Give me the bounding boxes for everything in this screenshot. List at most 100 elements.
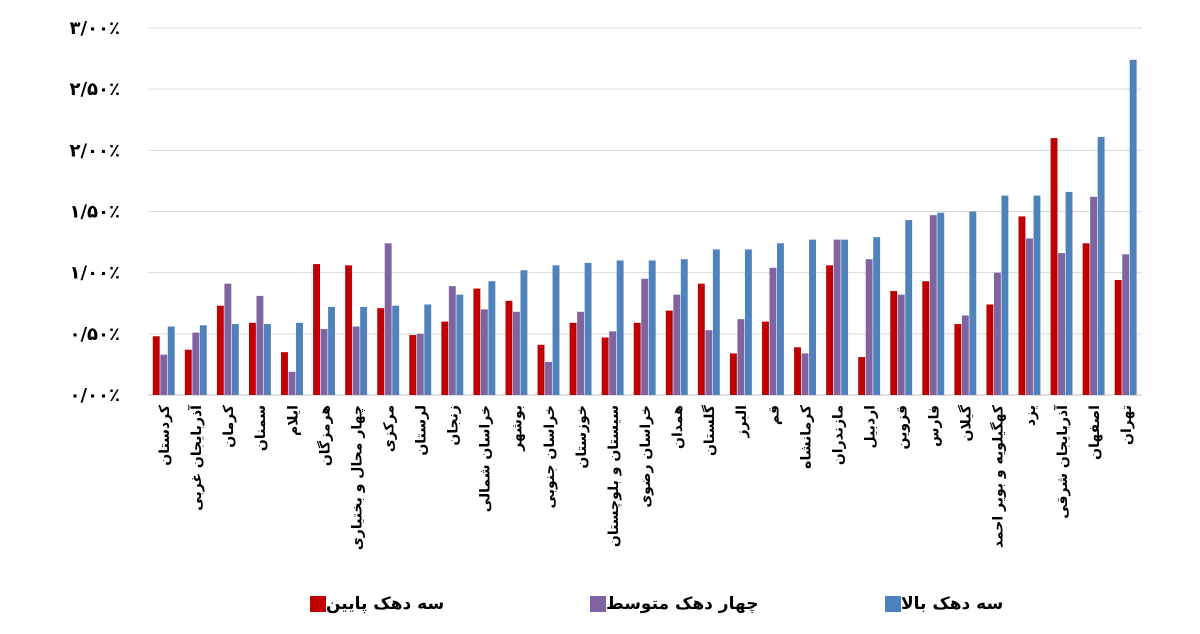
bar <box>905 220 913 395</box>
bar <box>1065 191 1073 395</box>
bars <box>152 59 1137 396</box>
x-category-label: همدان <box>670 405 686 449</box>
x-category-label: کرمانشاه <box>798 404 814 469</box>
bar <box>769 267 777 395</box>
x-category-label: فارس <box>927 405 943 447</box>
x-category-label: ایلام <box>285 405 301 436</box>
bar <box>809 239 816 395</box>
x-axis-categories: کردستان آذربایجان غربی کرمان سمنان ایلام هرمز… <box>157 404 1135 550</box>
bar <box>697 283 705 395</box>
bar <box>392 305 400 395</box>
bar <box>1082 243 1090 395</box>
bar <box>231 324 239 395</box>
bar <box>263 324 271 395</box>
y-tick-label: ۰/۵۰٪ <box>69 324 120 345</box>
bar <box>961 315 969 395</box>
x-category-label: کرمان <box>221 404 237 448</box>
bar <box>1114 280 1122 395</box>
bar <box>360 306 368 395</box>
bar <box>1001 195 1009 395</box>
bar <box>993 272 1001 395</box>
bar <box>1097 136 1105 396</box>
legend-item-mid: چهار دهک متوسط <box>580 592 758 616</box>
bar <box>1050 138 1058 395</box>
x-category-label: کردستان <box>157 404 173 466</box>
bar <box>841 239 849 395</box>
bar <box>777 243 784 395</box>
x-category-label: چهار محال و بختیاری <box>349 405 365 550</box>
bar <box>160 354 168 395</box>
bar <box>545 361 552 395</box>
x-category-label: بوشهر <box>510 405 526 452</box>
y-axis-ticks: ۰/۰۰٪ ۰/۵۰٪ ۱/۰۰٪ ۱/۵۰٪ ۲/۰۰٪ ۲/۵۰٪ ۳/۰۰٪ <box>69 18 120 406</box>
bar <box>456 294 464 395</box>
bar <box>199 325 207 395</box>
x-category-label: قزوین <box>895 405 911 449</box>
bar <box>762 321 769 395</box>
bar <box>345 265 353 395</box>
y-tick-label: ۰/۰۰٪ <box>69 385 120 406</box>
bar <box>601 337 609 395</box>
x-category-label: زنجان <box>446 405 462 446</box>
bar <box>937 212 945 395</box>
bar <box>801 353 809 395</box>
bar <box>328 306 336 395</box>
bar <box>448 286 456 395</box>
bar <box>216 305 224 395</box>
bar <box>833 239 841 395</box>
legend-label-mid: چهار دهک متوسط <box>606 594 759 614</box>
bar <box>865 259 873 395</box>
bar <box>352 326 360 395</box>
legend-label-low: سه دهک پایین <box>326 594 445 614</box>
x-category-label: سیستان و بلوچستان <box>606 405 622 547</box>
x-category-label: خراسان جنوبی <box>542 405 558 508</box>
bar <box>616 260 624 395</box>
bar <box>648 260 656 395</box>
y-tick-label: ۲/۰۰٪ <box>69 140 120 161</box>
bar <box>729 353 737 395</box>
bar <box>377 308 385 395</box>
bar <box>584 262 592 395</box>
x-category-label: اردبیل <box>862 405 878 449</box>
bar <box>184 349 192 395</box>
bar <box>890 291 898 395</box>
y-tick-label: ۳/۰۰٪ <box>69 18 120 39</box>
bar <box>873 237 881 395</box>
x-category-label: خراسان رضوی <box>638 405 654 508</box>
bar <box>673 294 681 395</box>
bar <box>1122 254 1130 395</box>
bar <box>712 249 720 395</box>
bar <box>737 319 745 395</box>
bar <box>969 211 977 395</box>
legend-item-high: سه دهک بالا <box>875 592 1003 616</box>
bar <box>224 283 232 395</box>
x-category-label: مازندران <box>830 405 846 465</box>
bar <box>609 331 617 395</box>
bar <box>1058 253 1065 395</box>
bar <box>480 309 488 395</box>
x-category-label: هرمزگان <box>316 405 333 466</box>
bar <box>441 321 449 395</box>
bar <box>537 344 545 395</box>
x-category-label: سمنان <box>253 405 269 451</box>
bar <box>256 295 264 395</box>
x-category-label: البرز <box>734 405 750 439</box>
bar <box>929 215 937 395</box>
bar <box>954 324 962 395</box>
bar <box>512 311 520 395</box>
bar <box>473 288 481 395</box>
y-tick-label: ۱/۵۰٪ <box>69 202 120 223</box>
bar <box>680 259 688 395</box>
bar <box>520 270 528 395</box>
legend-item-low: سه دهک پایین <box>300 592 444 616</box>
x-category-label: لرستان <box>414 405 430 456</box>
x-category-label: گلستان <box>701 404 718 456</box>
bar <box>1018 216 1026 395</box>
bar <box>248 322 256 395</box>
bar <box>794 347 801 395</box>
x-category-label: گیلان <box>958 404 975 441</box>
x-category-label: اصفهان <box>1087 405 1103 460</box>
bar <box>1033 195 1041 395</box>
x-category-label: آذربایجان شرقی <box>1053 404 1071 519</box>
